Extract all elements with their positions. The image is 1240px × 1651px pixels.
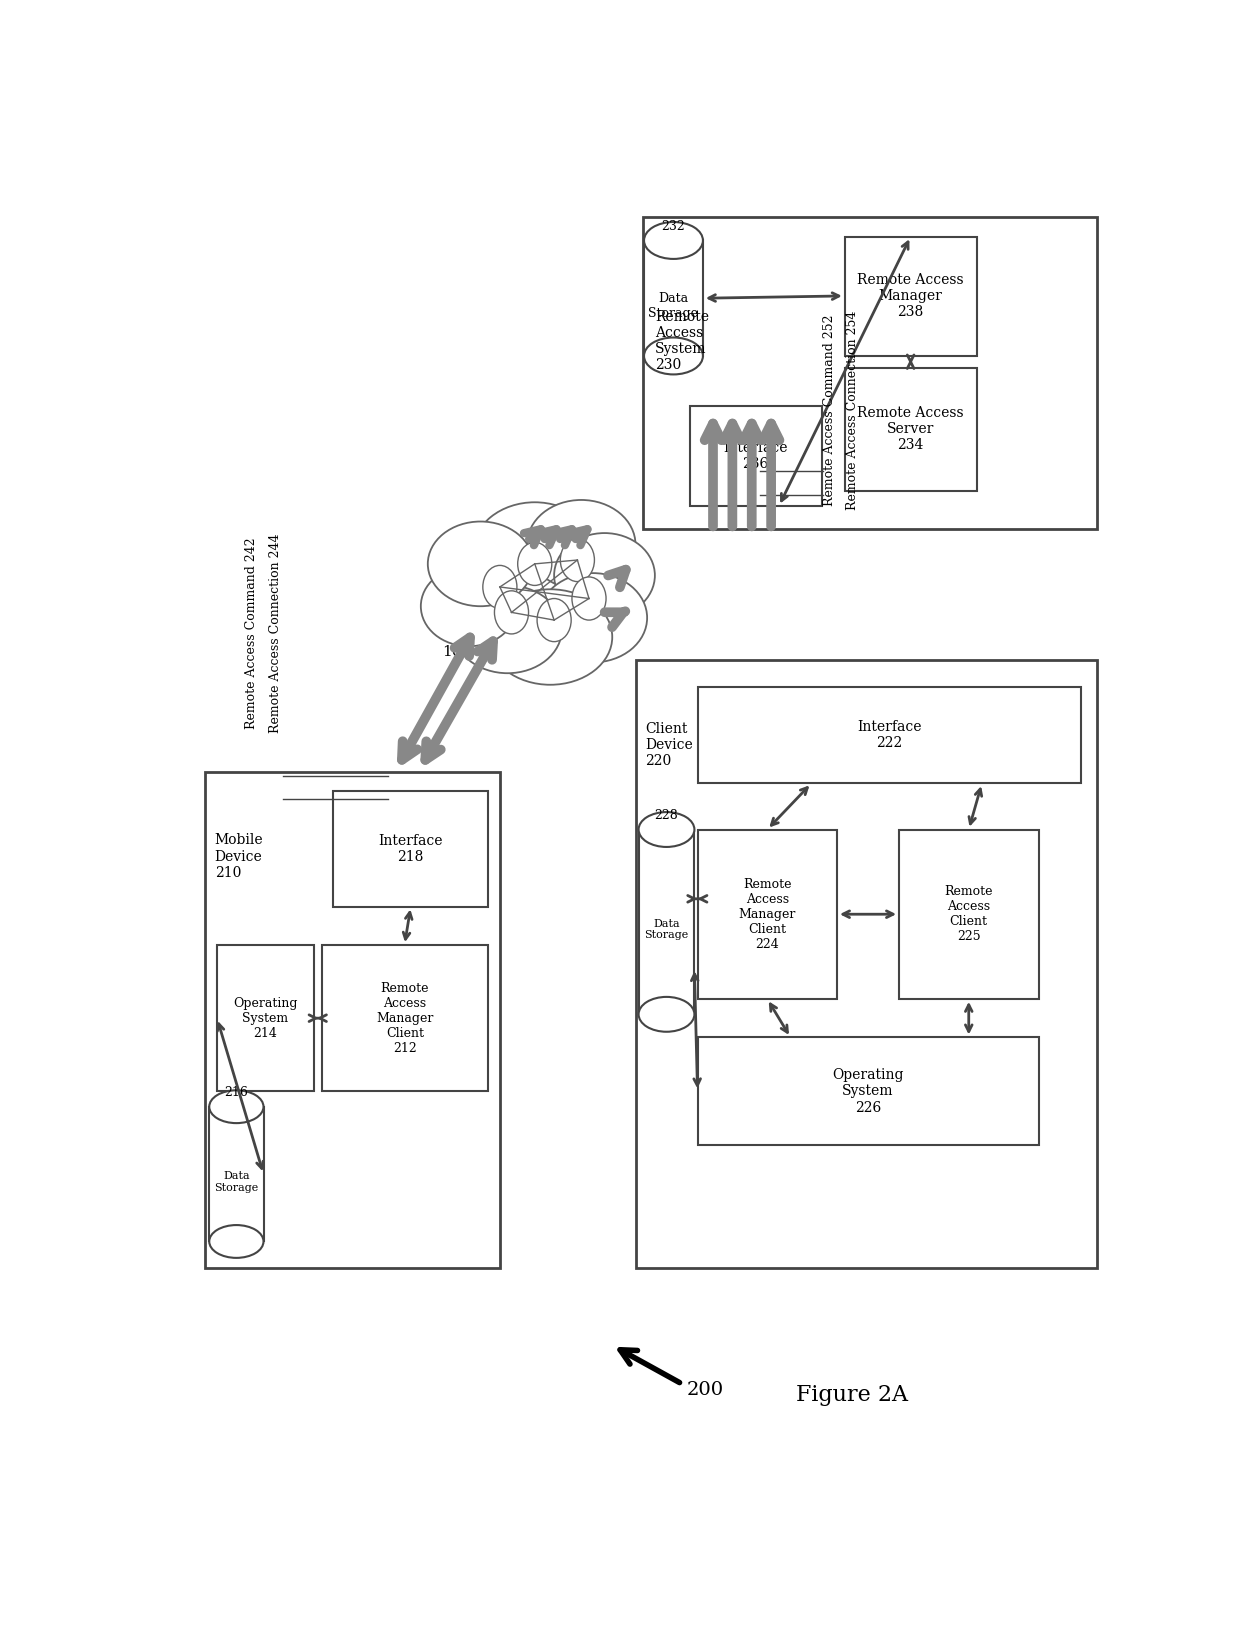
Bar (321, 944, 489, 1091)
Bar (697, 1037, 1039, 1146)
Text: Remote
Access
Client
225: Remote Access Client 225 (945, 885, 993, 943)
Text: Interface
236: Interface 236 (723, 441, 787, 471)
Ellipse shape (489, 589, 613, 685)
Ellipse shape (438, 542, 554, 641)
Ellipse shape (482, 565, 517, 609)
Bar (217, 944, 314, 1091)
Text: Interface
218: Interface 218 (378, 834, 443, 863)
Text: Remote Access Connection 244: Remote Access Connection 244 (269, 533, 281, 733)
Text: 228: 228 (655, 809, 678, 822)
Bar (689, 406, 821, 507)
Text: Remote
Access
Manager
Client
212: Remote Access Manager Client 212 (376, 982, 434, 1055)
Ellipse shape (560, 538, 594, 581)
Text: 216: 216 (224, 1086, 248, 1100)
Ellipse shape (639, 812, 694, 847)
Text: Mobile
Device
210: Mobile Device 210 (215, 834, 263, 880)
Text: Remote
Access
System
230: Remote Access System 230 (655, 310, 709, 373)
Bar (334, 791, 489, 906)
Bar (697, 829, 837, 999)
Text: Figure 2A: Figure 2A (796, 1385, 909, 1407)
Text: 102: 102 (443, 646, 472, 659)
Text: Remote Access Command 252: Remote Access Command 252 (823, 314, 836, 505)
Ellipse shape (495, 591, 528, 634)
Ellipse shape (644, 337, 703, 375)
Ellipse shape (527, 500, 635, 589)
Text: Data
Storage: Data Storage (645, 920, 688, 941)
Ellipse shape (210, 1225, 263, 1258)
Bar (210, 1106, 263, 1242)
Text: Client
Device
220: Client Device 220 (645, 721, 693, 768)
Bar (697, 687, 1081, 783)
Text: Operating
System
226: Operating System 226 (832, 1068, 904, 1114)
Text: Remote Access
Manager
238: Remote Access Manager 238 (857, 272, 963, 320)
Ellipse shape (537, 599, 572, 642)
Ellipse shape (639, 997, 694, 1032)
Bar (844, 236, 977, 357)
Text: 232: 232 (662, 220, 686, 233)
Ellipse shape (210, 1090, 263, 1123)
Bar (644, 241, 703, 357)
Ellipse shape (572, 576, 606, 621)
Text: Remote Access Connection 254: Remote Access Connection 254 (846, 310, 859, 510)
Bar (899, 829, 1039, 999)
Ellipse shape (538, 573, 647, 662)
Ellipse shape (644, 221, 703, 259)
Bar (644, 218, 1096, 530)
Text: Remote Access
Server
234: Remote Access Server 234 (857, 406, 963, 452)
Ellipse shape (420, 566, 517, 646)
Bar (635, 660, 1096, 1268)
Bar (639, 829, 694, 1014)
Text: Remote Access Command 242: Remote Access Command 242 (246, 537, 258, 730)
Text: Remote
Access
Manager
Client
224: Remote Access Manager Client 224 (739, 878, 796, 951)
Ellipse shape (554, 533, 655, 617)
Bar (206, 771, 500, 1268)
Ellipse shape (518, 542, 552, 586)
Ellipse shape (454, 586, 562, 674)
Text: Data
Storage: Data Storage (649, 292, 698, 320)
Text: Operating
System
214: Operating System 214 (233, 997, 298, 1040)
Ellipse shape (472, 502, 596, 603)
Bar (844, 368, 977, 490)
Text: Interface
222: Interface 222 (857, 720, 921, 750)
Text: Data
Storage: Data Storage (215, 1171, 258, 1192)
Ellipse shape (428, 522, 533, 606)
Text: 200: 200 (687, 1382, 724, 1398)
